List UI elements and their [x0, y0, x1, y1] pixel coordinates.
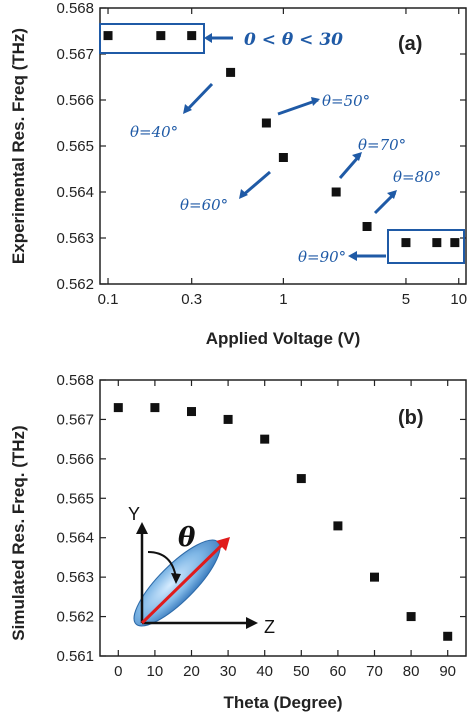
- x-tick-label: 90: [439, 663, 456, 680]
- data-point: [432, 238, 442, 248]
- data-point: [150, 403, 160, 413]
- data-point: [406, 612, 416, 622]
- data-point: [187, 407, 196, 417]
- chart-a-points: [103, 31, 460, 248]
- inset-major-axis-arrowhead: [216, 537, 230, 551]
- chart-b-points: [113, 403, 453, 641]
- data-point: [261, 118, 271, 128]
- data-point: [296, 474, 306, 484]
- arrowhead: [387, 190, 397, 199]
- arrowhead: [352, 152, 362, 161]
- data-point: [113, 403, 123, 413]
- x-tick-label: 60: [330, 663, 347, 680]
- data-point: [156, 31, 166, 41]
- x-tick-label: 1: [279, 291, 287, 308]
- arrowhead: [348, 251, 357, 261]
- x-tick-label: 80: [403, 663, 420, 680]
- annotation-arrow-60: [241, 170, 271, 198]
- inset-z-arrowhead: [246, 617, 258, 629]
- data-point: [223, 414, 233, 424]
- x-tick-label: 10: [450, 291, 467, 308]
- data-point: [450, 238, 460, 248]
- y-tick-label: 0.568: [56, 372, 94, 389]
- x-tick-label: 70: [366, 663, 383, 680]
- data-point: [333, 521, 343, 531]
- annotation-arrow-50: [277, 98, 319, 116]
- y-tick-label: 0.562: [56, 276, 94, 293]
- inset-angle-arrowhead: [171, 573, 181, 584]
- y-tick-label: 0.567: [56, 411, 94, 428]
- annotation-theta-0-30: 0 < θ < 30: [244, 30, 343, 50]
- data-point: [226, 67, 236, 77]
- arrowhead: [204, 33, 212, 43]
- chart-b-x-ticks: 0 10 20 30 40 50 60 70 80 90: [114, 380, 456, 680]
- chart-a-x-axis-title: Applied Voltage (V): [206, 329, 361, 348]
- arrowhead: [311, 97, 320, 106]
- chart-b-plot-frame: [99, 379, 467, 657]
- annotation-arrow-40: [184, 82, 214, 113]
- data-point: [260, 434, 270, 444]
- y-tick-label: 0.565: [56, 138, 94, 155]
- x-tick-label: 20: [183, 663, 200, 680]
- chart-b: 0.561 0.562 0.563 0.564 0.565 0.566 0.567 0.568…: [9, 372, 467, 712]
- chart-b-x-axis-title: Theta (Degree): [223, 693, 342, 712]
- x-tick-label: 50: [293, 663, 310, 680]
- chart-b-panel-label: (b): [398, 407, 424, 429]
- chart-a-x-ticks: 0.1 0.3 1 5 10: [98, 8, 467, 308]
- data-point: [187, 31, 197, 41]
- y-tick-label: 0.565: [56, 490, 94, 507]
- arrowhead: [239, 189, 248, 199]
- x-tick-label: 30: [220, 663, 237, 680]
- annotation-theta-70: θ=70°: [358, 136, 406, 154]
- x-tick-label: 5: [402, 291, 410, 308]
- data-point: [362, 222, 372, 231]
- y-tick-label: 0.561: [56, 648, 94, 665]
- y-tick-label: 0.564: [56, 184, 94, 201]
- x-tick-label: 0: [114, 663, 122, 680]
- annotation-theta-80: θ=80°: [393, 168, 441, 186]
- y-tick-label: 0.566: [56, 451, 94, 468]
- x-tick-label: 40: [256, 663, 273, 680]
- y-tick-label: 0.566: [56, 92, 94, 109]
- arrowhead: [183, 104, 192, 114]
- y-tick-label: 0.568: [56, 0, 94, 17]
- annotation-theta-90: θ=90°: [298, 248, 346, 266]
- data-point: [370, 572, 379, 582]
- chart-b-y-ticks: 0.561 0.562 0.563 0.564 0.565 0.566 0.567 0.568: [56, 372, 466, 665]
- data-point: [103, 31, 113, 41]
- x-tick-label: 0.3: [181, 291, 202, 308]
- y-tick-label: 0.567: [56, 46, 94, 63]
- ellipsoid-shape: [133, 539, 221, 627]
- annotation-theta-40: θ=40°: [130, 123, 178, 141]
- y-tick-label: 0.564: [56, 530, 94, 547]
- annotation-theta-60: θ=60°: [180, 196, 228, 214]
- y-tick-label: 0.563: [56, 230, 94, 247]
- chart-a-panel-label: (a): [398, 33, 422, 55]
- annotation-theta-50: θ=50°: [322, 92, 370, 110]
- chart-b-y-axis-title: Simulated Res. Freq. (THz): [9, 425, 28, 640]
- data-point: [401, 238, 411, 248]
- inset-y-label: Y: [128, 504, 140, 524]
- y-tick-label: 0.563: [56, 569, 94, 586]
- chart-a-y-axis-title: Experimental Res. Freq (THz): [9, 28, 28, 264]
- data-point: [443, 631, 453, 641]
- inset-z-label: Z: [264, 617, 275, 637]
- x-tick-label: 0.1: [98, 291, 119, 308]
- chart-a-y-ticks: 0.562 0.563 0.564 0.565 0.566 0.567 0.568: [56, 0, 466, 293]
- annotation-box-90: [387, 229, 465, 264]
- x-tick-label: 10: [147, 663, 164, 680]
- data-point: [278, 153, 288, 162]
- annotation-box-low-angle: [99, 23, 205, 54]
- inset-y-arrowhead: [136, 522, 148, 534]
- inset-theta-label: θ: [178, 523, 196, 553]
- inset-ellipsoid-diagram: Y Z θ: [128, 504, 275, 637]
- y-tick-label: 0.562: [56, 609, 94, 626]
- data-point: [331, 187, 341, 197]
- inset-major-axis: [140, 541, 226, 625]
